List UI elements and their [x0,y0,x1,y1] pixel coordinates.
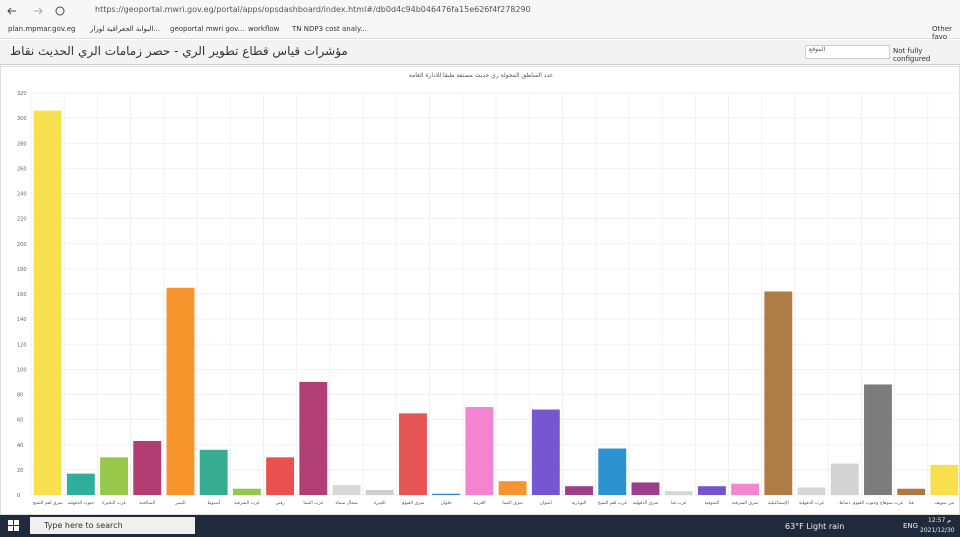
x-tick-label: غرب الشرقية [234,501,260,506]
status: Not fully configured [893,47,931,63]
bar [697,486,726,495]
y-tick-label: 220 [17,217,27,223]
bar [764,291,793,495]
chart: عدد المناطق المحولة ري حديث مصنفة طبقا ل… [0,66,960,515]
nav-buttons[interactable] [6,4,66,18]
bookmark[interactable]: Other favo [932,25,952,41]
x-tick-label: جنوب الدقهلية [68,501,95,506]
taskbar: Type here to search 63°F Light rain ENG … [0,515,960,537]
y-tick-label: 320 [17,91,27,97]
bar [930,464,959,495]
x-tick-label: شرق المنيا [502,501,523,506]
bar [299,381,328,495]
x-tick-label: النصر [174,501,185,506]
x-tick-label: الجيزة [374,501,386,506]
y-tick-label: 120 [17,342,27,348]
clock-time[interactable]: 12:57 م [928,517,951,524]
bookmark[interactable]: TN NDP3 cost analy... [292,25,367,33]
url[interactable]: https://geoportal.mwri.gov.eg/portal/app… [95,5,531,14]
x-tick-label: شرق لقم الشيخ [33,501,63,506]
bookmark[interactable]: workflow [248,25,280,33]
x-tick-label: حلوان [441,501,452,506]
y-tick-label: 240 [17,192,27,198]
bar [797,487,826,495]
x-tick-label: قنا [909,501,914,506]
address-bar: https://geoportal.mwri.gov.eg/portal/app… [0,0,960,22]
bar [731,483,760,495]
x-tick-label: شمال سيناء [335,501,358,506]
y-tick-label: 300 [17,116,27,122]
bookmarks-bar: plan.mpmar.gov.eg البوابة الجغرافية لوزا… [0,22,960,41]
x-tick-label: غرب لقم الشيخ [598,501,628,506]
bar [531,409,560,495]
x-tick-label: شرق الشرقية [732,501,758,506]
y-tick-label: 160 [17,292,27,298]
search-box[interactable]: Type here to search [30,517,195,534]
bar [465,407,494,495]
bar [33,110,62,496]
y-tick-label: 280 [17,141,27,147]
bar [232,488,261,495]
x-tick-label: المنوفية [704,501,719,506]
x-tick-label: أسوان [540,499,552,506]
bar [332,484,361,495]
dashboard-header: مؤشرات قياس قطاع تطوير الري - حصر زمامات… [0,40,960,65]
bar [897,488,926,495]
dropdown[interactable]: الموقع [805,45,890,59]
x-tick-label: غرب المنيا [303,501,323,506]
y-tick-label: 180 [17,267,27,273]
bar [598,448,627,495]
x-tick-label: غرب البحيرة [102,501,126,506]
x-tick-label: دمياط [839,501,850,506]
bar [166,287,195,495]
x-tick-label: بني سويف [934,501,954,506]
bar [133,440,162,495]
bar [830,463,859,495]
x-tick-label: غرب قنا [671,501,687,506]
x-tick-label: الصالحية [139,501,155,506]
y-tick-label: 260 [17,166,27,172]
bar [664,491,693,495]
x-tick-label: النوبارية [572,501,587,506]
y-tick-label: 100 [17,367,27,373]
bar [565,486,593,495]
y-tick-label: 60 [17,418,23,424]
clock-date[interactable]: 2021/12/30 [920,527,955,534]
bar [266,457,295,495]
y-tick-label: 200 [17,242,27,248]
y-tick-label: 40 [17,443,23,449]
chart-title: عدد المناطق المحولة ري حديث مصنفة طبقا ل… [409,72,553,79]
x-tick-label: الإسماعيلية [768,501,789,506]
bar [399,413,427,495]
bookmark[interactable]: البوابة الجغرافية لوزار... [90,25,161,33]
bookmark[interactable]: geoportal mwri gov... [170,25,245,33]
y-tick-label: 20 [17,468,23,474]
x-tick-label: شرق الدقهلية [633,501,659,506]
start-button[interactable] [8,520,20,532]
y-tick-label: 80 [17,393,23,399]
bar [864,384,892,495]
x-tick-label: شرق الفيوم [402,501,425,506]
language[interactable]: ENG [903,522,919,530]
dashboard-title: مؤشرات قياس قطاع تطوير الري - حصر زمامات… [10,44,348,58]
bar [498,481,527,495]
x-tick-label: غرب الدقهلية [799,501,825,506]
bar [100,457,128,495]
bar [432,493,461,495]
x-tick-label: أسيوط [207,499,220,506]
bar [199,449,228,495]
x-tick-label: زفتى [275,501,284,506]
y-tick-label: 0 [17,493,20,499]
bar [365,489,394,495]
weather[interactable]: 63°F Light rain [785,522,845,531]
bar [66,473,95,495]
bar [631,482,660,495]
y-tick-label: 140 [17,317,27,323]
bookmark[interactable]: plan.mpmar.gov.eg [8,25,76,33]
x-tick-label: الغربية [473,501,485,506]
x-tick-label: غرب سوهاج وجنوب الفيوم [853,501,904,506]
